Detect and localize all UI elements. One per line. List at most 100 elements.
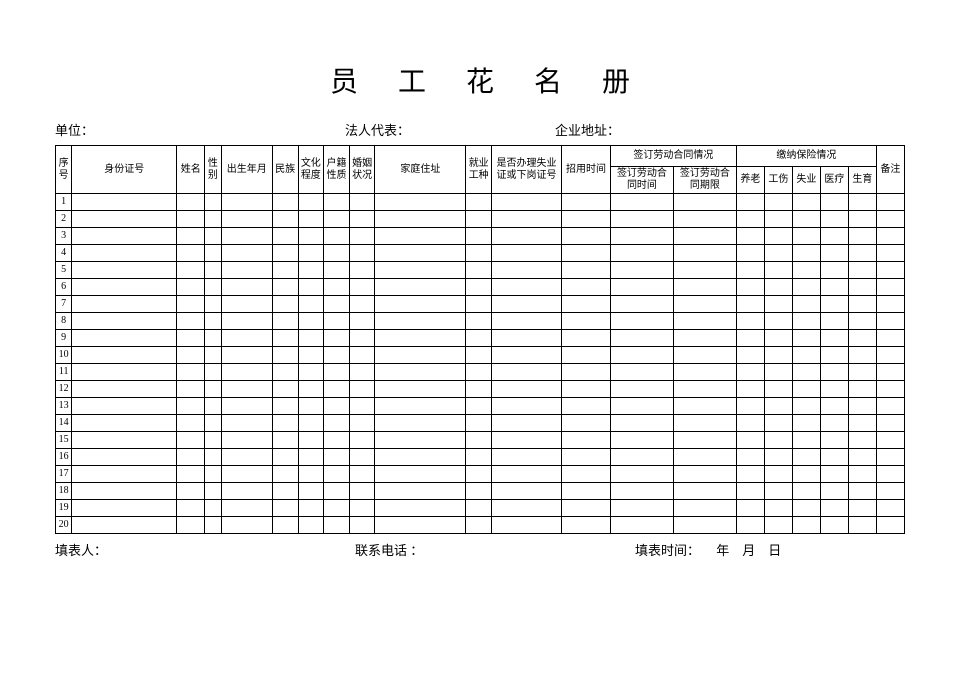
cell xyxy=(820,330,848,347)
cell xyxy=(298,432,324,449)
cell xyxy=(610,228,673,245)
cell xyxy=(221,483,272,500)
cell xyxy=(673,296,736,313)
cell xyxy=(792,245,820,262)
cell xyxy=(349,245,375,262)
col-unemp: 是否办理失业证或下岗证号 xyxy=(492,146,562,194)
cell xyxy=(561,398,610,415)
filler-label: 填表人： xyxy=(55,540,355,559)
cell xyxy=(792,381,820,398)
cell xyxy=(820,228,848,245)
cell xyxy=(876,483,904,500)
cell xyxy=(221,211,272,228)
cell xyxy=(820,262,848,279)
cell xyxy=(466,245,492,262)
cell xyxy=(466,296,492,313)
cell xyxy=(876,415,904,432)
cell xyxy=(848,364,876,381)
cell xyxy=(375,228,466,245)
cell xyxy=(205,449,221,466)
row-seq: 12 xyxy=(56,381,72,398)
cell xyxy=(673,245,736,262)
cell xyxy=(466,500,492,517)
cell xyxy=(492,398,562,415)
col-ins-yanglao: 养老 xyxy=(736,167,764,194)
cell xyxy=(205,330,221,347)
col-huji: 户籍性质 xyxy=(324,146,350,194)
cell xyxy=(375,381,466,398)
cell xyxy=(298,500,324,517)
cell xyxy=(349,279,375,296)
cell xyxy=(221,517,272,534)
col-seq: 序号 xyxy=(56,146,72,194)
cell xyxy=(561,347,610,364)
row-seq: 14 xyxy=(56,415,72,432)
cell xyxy=(375,211,466,228)
cell xyxy=(792,364,820,381)
cell xyxy=(792,262,820,279)
cell xyxy=(272,432,298,449)
cell xyxy=(466,211,492,228)
table-row: 4 xyxy=(56,245,905,262)
cell xyxy=(324,517,350,534)
row-seq: 3 xyxy=(56,228,72,245)
cell xyxy=(820,211,848,228)
cell xyxy=(272,415,298,432)
cell xyxy=(205,228,221,245)
cell xyxy=(272,296,298,313)
cell xyxy=(736,398,764,415)
cell xyxy=(349,228,375,245)
cell xyxy=(673,211,736,228)
cell xyxy=(610,245,673,262)
cell xyxy=(205,432,221,449)
cell xyxy=(673,364,736,381)
cell xyxy=(561,245,610,262)
cell xyxy=(848,517,876,534)
col-hire: 招用时间 xyxy=(561,146,610,194)
cell xyxy=(177,398,205,415)
roster-table: 序号 身份证号 姓名 性别 出生年月 民族 文化程度 户籍性质 婚姻状况 家庭住… xyxy=(55,145,905,534)
cell xyxy=(298,381,324,398)
cell xyxy=(272,262,298,279)
cell xyxy=(298,483,324,500)
cell xyxy=(610,432,673,449)
cell xyxy=(610,517,673,534)
cell xyxy=(324,500,350,517)
cell xyxy=(349,398,375,415)
roster-table-body: 1234567891011121314151617181920 xyxy=(56,194,905,534)
cell xyxy=(205,347,221,364)
row-seq: 11 xyxy=(56,364,72,381)
row-seq: 6 xyxy=(56,279,72,296)
col-ins-gongshang: 工伤 xyxy=(764,167,792,194)
cell xyxy=(221,330,272,347)
cell xyxy=(349,194,375,211)
cell xyxy=(466,330,492,347)
row-seq: 10 xyxy=(56,347,72,364)
cell xyxy=(848,211,876,228)
cell xyxy=(736,211,764,228)
cell xyxy=(764,296,792,313)
cell xyxy=(673,194,736,211)
row-seq: 17 xyxy=(56,466,72,483)
cell xyxy=(375,398,466,415)
cell xyxy=(272,466,298,483)
cell xyxy=(610,483,673,500)
row-seq: 1 xyxy=(56,194,72,211)
cell xyxy=(205,245,221,262)
cell xyxy=(736,449,764,466)
cell xyxy=(324,330,350,347)
cell xyxy=(792,296,820,313)
cell xyxy=(492,466,562,483)
cell xyxy=(72,483,177,500)
cell xyxy=(272,245,298,262)
cell xyxy=(764,483,792,500)
cell xyxy=(375,415,466,432)
cell xyxy=(298,313,324,330)
cell xyxy=(561,449,610,466)
cell xyxy=(492,449,562,466)
cell xyxy=(820,279,848,296)
cell xyxy=(324,449,350,466)
cell xyxy=(177,381,205,398)
table-row: 18 xyxy=(56,483,905,500)
cell xyxy=(177,364,205,381)
